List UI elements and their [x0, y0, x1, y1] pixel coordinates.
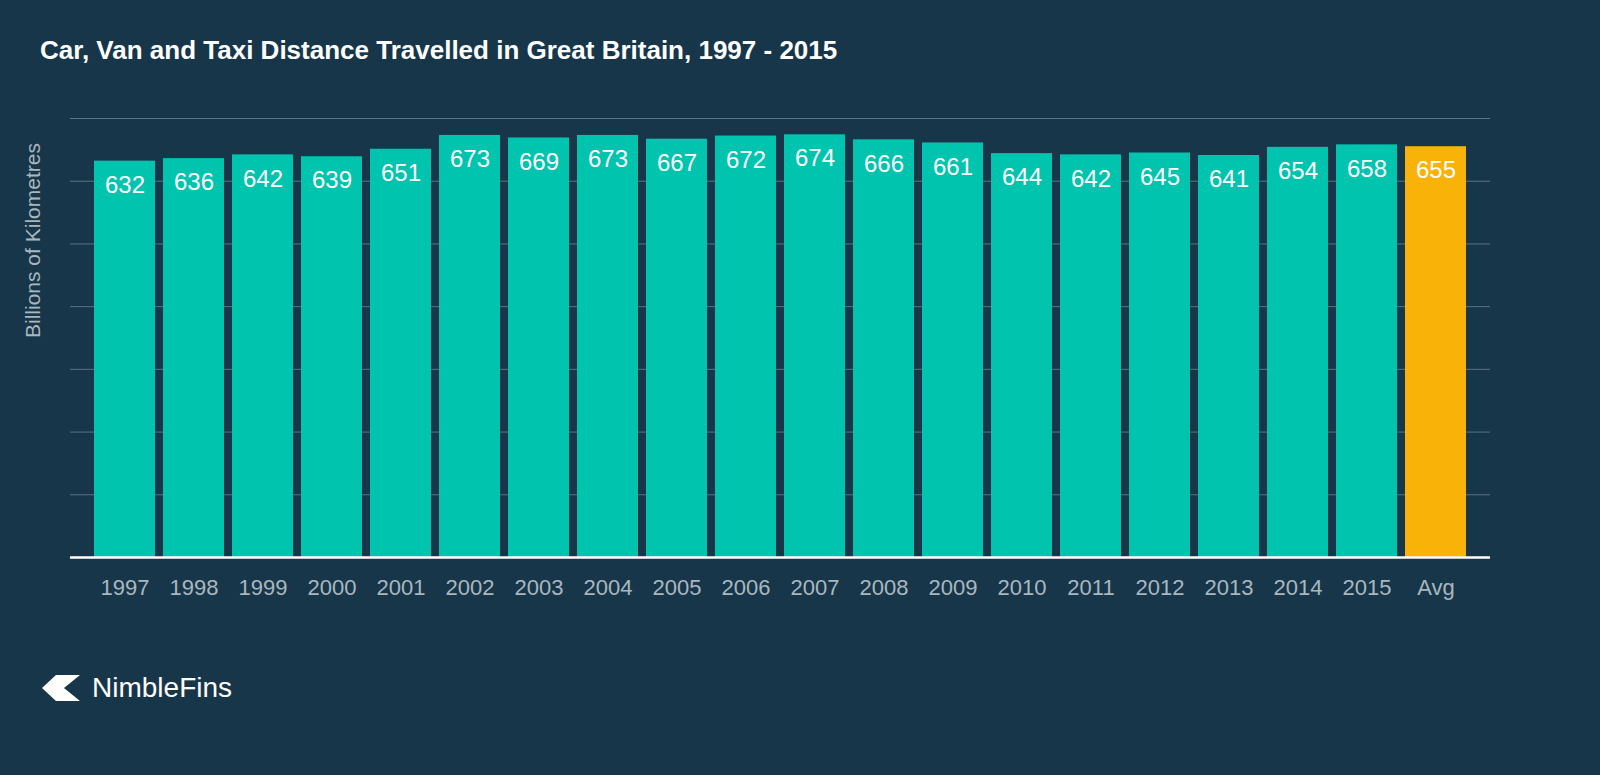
svg-text:641: 641: [1209, 165, 1249, 192]
svg-text:2007: 2007: [791, 575, 840, 600]
svg-text:1998: 1998: [170, 575, 219, 600]
svg-text:642: 642: [1071, 165, 1111, 192]
svg-text:673: 673: [588, 145, 628, 172]
svg-text:1997: 1997: [101, 575, 150, 600]
svg-text:2011: 2011: [1067, 575, 1114, 600]
svg-text:644: 644: [1002, 163, 1042, 190]
svg-text:651: 651: [381, 159, 421, 186]
svg-text:2002: 2002: [446, 575, 495, 600]
svg-text:639: 639: [312, 166, 352, 193]
svg-text:642: 642: [243, 165, 283, 192]
svg-text:655: 655: [1416, 156, 1456, 183]
svg-text:Avg: Avg: [1417, 575, 1455, 600]
svg-text:2006: 2006: [722, 575, 771, 600]
svg-text:674: 674: [795, 144, 835, 171]
svg-text:2003: 2003: [515, 575, 564, 600]
svg-text:1999: 1999: [239, 575, 288, 600]
svg-text:2000: 2000: [308, 575, 357, 600]
svg-text:2010: 2010: [998, 575, 1047, 600]
svg-text:632: 632: [105, 171, 145, 198]
svg-text:654: 654: [1278, 157, 1318, 184]
svg-text:672: 672: [726, 146, 766, 173]
svg-text:673: 673: [450, 145, 490, 172]
svg-text:2014: 2014: [1274, 575, 1323, 600]
svg-text:669: 669: [519, 148, 559, 175]
html-text:Car, Van and Taxi Distance Tra: Car, Van and Taxi Distance Travelled in …: [40, 35, 838, 65]
svg-text:2008: 2008: [860, 575, 909, 600]
svg-text:2005: 2005: [653, 575, 702, 600]
svg-text:2013: 2013: [1205, 575, 1254, 600]
svg-text:2012: 2012: [1136, 575, 1185, 600]
svg-text:658: 658: [1347, 155, 1387, 182]
svg-text:Billions of Kilometres: Billions of Kilometres: [21, 143, 44, 338]
svg-text:2009: 2009: [929, 575, 978, 600]
svg-text:636: 636: [174, 168, 214, 195]
svg-text:2004: 2004: [584, 575, 633, 600]
svg-text:661: 661: [933, 153, 973, 180]
svg-text:2015: 2015: [1343, 575, 1392, 600]
svg-text:667: 667: [657, 149, 697, 176]
html-text:NimbleFins: NimbleFins: [92, 672, 232, 703]
svg-text:2001: 2001: [377, 575, 426, 600]
svg-text:666: 666: [864, 150, 904, 177]
svg-text:645: 645: [1140, 163, 1180, 190]
